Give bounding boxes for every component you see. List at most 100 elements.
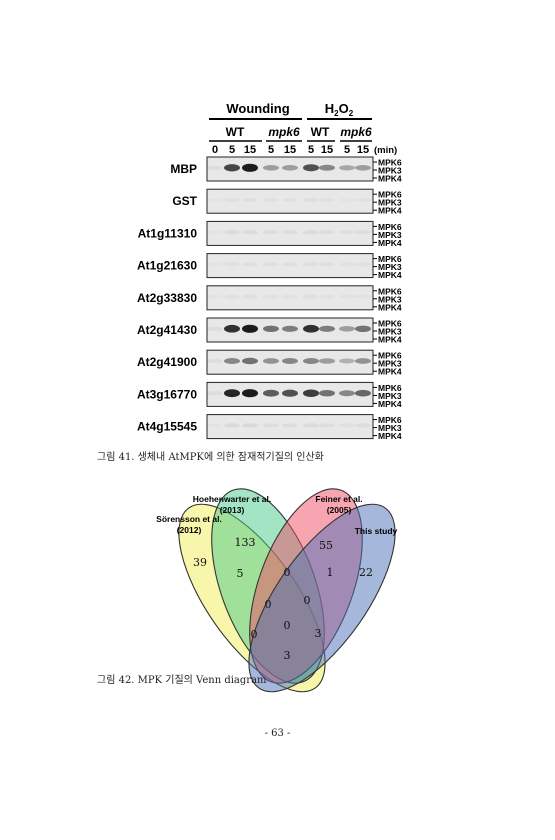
blot-band [242, 423, 258, 428]
mpk-label: MPK3 [378, 166, 402, 176]
figure-42-caption: 그림 42. MPK 기질의 Venn diagram [97, 675, 267, 686]
blot-band [242, 262, 258, 267]
blot-panel [206, 188, 374, 214]
blot-band [355, 423, 371, 428]
blot-band [282, 230, 298, 235]
blot-panel [206, 285, 374, 311]
mpk-label: MPK6 [378, 286, 402, 296]
venn-label-hoehenwarter: Hoehenwarter et al. [193, 494, 271, 504]
blot-band [224, 197, 240, 203]
venn-count-hoehenwarter-feiner-this-study: 0 [304, 594, 311, 607]
blot-band [339, 423, 355, 428]
venn-count-sorensson-only: 39 [193, 556, 207, 569]
blot-band [339, 165, 355, 171]
blot-band [263, 325, 279, 333]
blot-band [319, 358, 335, 364]
blot-band [319, 164, 335, 171]
blot-band [319, 423, 335, 428]
substrate-label: GST [172, 194, 197, 208]
blot-band [263, 389, 279, 397]
substrate-label: At4g15545 [137, 420, 197, 434]
page-number: - 63 - [264, 728, 291, 739]
venn-count-sorensson-feiner: 0 [251, 628, 258, 641]
time-label: 15 [284, 144, 296, 156]
blot-band [263, 165, 279, 171]
blot-band [263, 423, 279, 428]
venn-label-feiner-year: (2005) [327, 505, 352, 515]
time-label: 15 [357, 144, 369, 156]
mpk-label: MPK3 [378, 327, 402, 337]
venn-count-sorensson-feiner-this-study: 3 [315, 627, 322, 640]
mpk-label: MPK3 [378, 230, 402, 240]
blot-band [207, 326, 223, 331]
genotype-label-wt-h2o2: WT [311, 125, 330, 139]
mpk-label: MPK3 [378, 423, 402, 433]
mpk-label: MPK4 [378, 399, 402, 409]
mpk-label: MPK4 [378, 206, 402, 216]
substrate-label: At3g16770 [137, 387, 197, 401]
mpk-label: MPK6 [378, 254, 402, 264]
blot-band [303, 389, 319, 397]
blot-band [303, 294, 319, 299]
genotype-label-mpk6-h2o2: mpk6 [340, 125, 372, 139]
time-label: 5 [268, 144, 274, 156]
blot-band [224, 324, 240, 333]
blot-band [282, 389, 298, 397]
mpk-label: MPK4 [378, 431, 402, 441]
blot-band [303, 197, 319, 203]
blot-band [303, 358, 319, 364]
venn-count-sorensson-hoehenwarter: 5 [237, 567, 244, 580]
mpk-label: MPK4 [378, 335, 402, 345]
blot-band [224, 230, 240, 235]
blot-band [355, 262, 371, 267]
venn-label-sorensson-year: (2012) [177, 525, 202, 535]
mpk-label: MPK3 [378, 198, 402, 208]
blot-band [242, 357, 258, 365]
blot-band [242, 163, 258, 172]
substrate-label: MBP [170, 162, 197, 176]
blot-band [242, 230, 258, 235]
blot-band [319, 262, 335, 267]
venn-count-hoehenwarter-only: 133 [235, 536, 256, 549]
venn-count-sorensson-hoehenwarter-feiner: 0 [265, 598, 272, 611]
blot-band [224, 164, 240, 172]
time-label: 15 [321, 144, 333, 156]
blot-band [355, 230, 371, 235]
venn-count-feiner-this-study: 1 [327, 566, 334, 579]
mpk-label: MPK3 [378, 359, 402, 369]
blot-band [355, 389, 371, 397]
blot-band [207, 165, 223, 170]
mpk-label: MPK3 [378, 262, 402, 272]
blot-band [282, 262, 298, 267]
blot-band [242, 197, 258, 203]
blot-band [224, 262, 240, 267]
venn-set-this-study [248, 503, 396, 693]
blot-band [282, 165, 298, 171]
substrate-label: At1g21630 [137, 259, 197, 273]
blot-band [355, 325, 371, 333]
blot-band [263, 262, 279, 267]
mpk-label: MPK4 [378, 238, 402, 248]
blot-band [282, 423, 298, 428]
mpk-label: MPK6 [378, 222, 402, 232]
time-label: 0 [212, 144, 218, 156]
blot-band [339, 358, 355, 364]
blot-band [303, 164, 319, 172]
blot-band [339, 390, 355, 397]
blot-band [282, 358, 298, 364]
venn-label-this-study: This study [355, 526, 398, 536]
blot-band [319, 325, 335, 332]
blot-band [207, 391, 223, 396]
kinase-assay-figure: Wounding H2O2 WT mpk6 WT mpk6 0 5 15 5 1… [137, 101, 402, 441]
blot-band [339, 326, 355, 332]
venn-count-all-four: 0 [284, 619, 291, 632]
venn-count-sorensson-this-study: 3 [284, 649, 291, 662]
venn-count-hoehenwarter-feiner: 0 [284, 566, 291, 579]
venn-label-sorensson: Sörensson et al. [156, 514, 222, 524]
mpk-label: MPK6 [378, 415, 402, 425]
time-label: 5 [229, 144, 235, 156]
blot-band [263, 230, 279, 235]
mpk-label: MPK6 [378, 158, 402, 168]
blot-band [263, 358, 279, 364]
mpk-label: MPK6 [378, 190, 402, 200]
